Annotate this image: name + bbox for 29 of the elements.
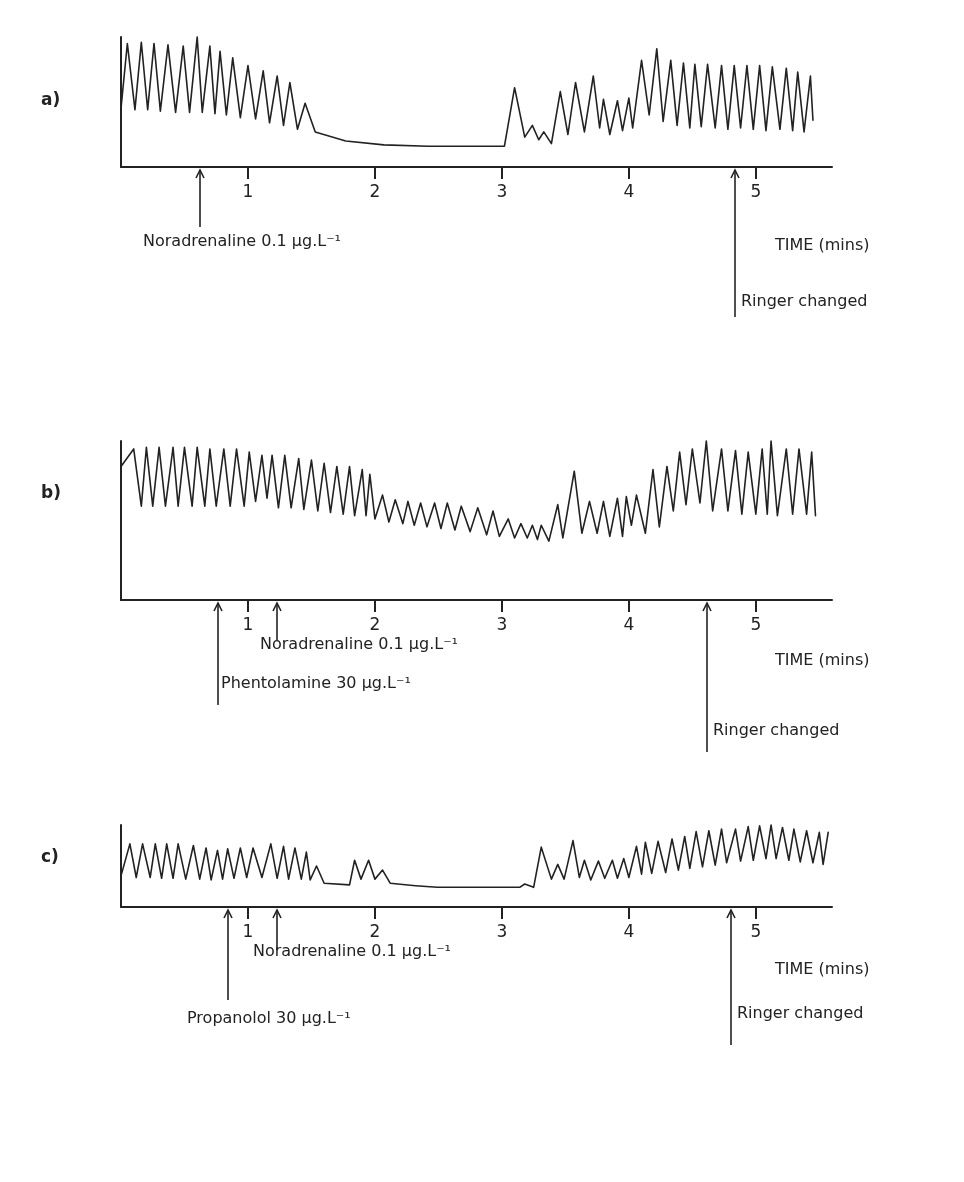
text: Noradrenaline 0.1 µg.L⁻¹	[260, 634, 458, 654]
text: Phentolamine 30 µg.L⁻¹	[221, 673, 411, 693]
x-tick-label: 1	[242, 920, 254, 941]
x-tick-label: 1	[242, 613, 254, 634]
text: c)	[41, 845, 59, 866]
x-tick-label: 3	[496, 180, 508, 201]
x-axis-title: TIME (mins)	[775, 235, 870, 255]
x-tick-label: 5	[750, 613, 762, 634]
x-tick-label: 4	[623, 180, 635, 201]
text: b)	[41, 481, 61, 502]
text: Ringer changed	[741, 291, 868, 311]
x-tick-label: 5	[750, 180, 762, 201]
text: Propanolol 30 µg.L⁻¹	[187, 1008, 351, 1028]
x-axis-title: TIME (mins)	[775, 959, 870, 979]
x-tick-label: 3	[496, 613, 508, 634]
text: Noradrenaline 0.1 µg.L⁻¹	[253, 941, 451, 961]
x-tick-label: 5	[750, 920, 762, 941]
text: Ringer changed	[737, 1003, 864, 1023]
x-tick-label: 4	[623, 613, 635, 634]
x-tick-label: 2	[369, 613, 381, 634]
text: Noradrenaline 0.1 µg.L⁻¹	[143, 231, 341, 251]
x-axis-title: TIME (mins)	[775, 650, 870, 670]
x-tick-label: 2	[369, 920, 381, 941]
x-tick-label: 4	[623, 920, 635, 941]
x-tick-label: 1	[242, 180, 254, 201]
x-tick-label: 3	[496, 920, 508, 941]
text: Ringer changed	[713, 720, 840, 740]
x-tick-label: 2	[369, 180, 381, 201]
text: a)	[41, 88, 61, 109]
